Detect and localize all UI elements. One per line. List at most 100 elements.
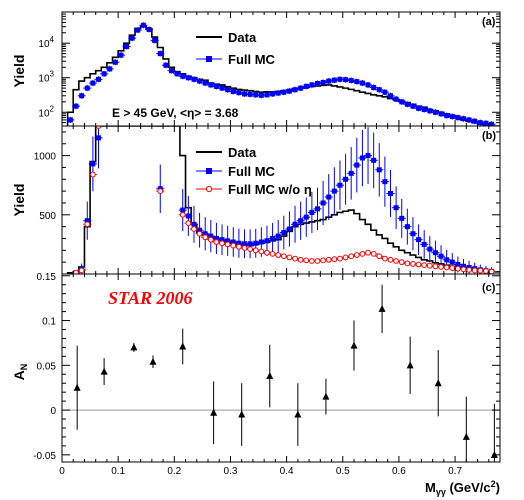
mc-noeta-point [443, 264, 450, 271]
mc-noeta-point [269, 250, 276, 257]
series-group [62, 284, 500, 462]
mc-noeta-point [78, 267, 85, 274]
mc-point [281, 89, 287, 95]
mc-point [354, 162, 360, 168]
mc-noeta-point [275, 252, 282, 258]
mc-point [298, 85, 304, 91]
asymmetry-point [179, 342, 187, 350]
x-tick-label: 0.4 [280, 466, 294, 477]
mc-point [236, 240, 242, 246]
mc-noeta-point [292, 255, 298, 262]
mc-point [197, 227, 203, 233]
mc-point [213, 235, 219, 241]
mc-noeta-point [280, 253, 287, 260]
panel-c-frame [61, 273, 501, 463]
mc-point [270, 91, 276, 97]
legend-mc-marker [206, 168, 212, 174]
mc-point [382, 179, 388, 185]
mc-point [258, 92, 264, 98]
mc-point [320, 79, 326, 85]
x-tick-labels: 0 0.1 0.2 0.3 0.4 0.5 0.6 0.7 [59, 466, 462, 477]
mc-point [461, 116, 466, 122]
legend-mc-label: Full MC [228, 164, 276, 179]
mc-point [348, 78, 354, 84]
mc-point [292, 87, 298, 93]
mc-noeta-point [359, 250, 366, 257]
asymmetry-point [350, 341, 358, 349]
mc-point [449, 259, 455, 265]
mc-point [343, 77, 349, 83]
mc-point [236, 90, 242, 96]
asymmetry-point [406, 361, 414, 369]
mc-point [449, 114, 455, 120]
mc-point [124, 44, 130, 50]
mc-point [298, 218, 304, 224]
y-tick-label: 0.15 [37, 272, 57, 283]
mc-noeta-point [370, 250, 377, 257]
asymmetry-point [322, 392, 330, 400]
mc-noeta-point [241, 245, 248, 251]
panel-c-plot-area [62, 284, 500, 462]
panel-c: -0.05 0 0.05 0.1 0.15 AN (c) STAR 2006 [11, 272, 501, 463]
mc-point [359, 155, 365, 161]
mc-point [309, 82, 315, 88]
asymmetry-point [130, 343, 138, 351]
mc-point [253, 240, 259, 246]
mc-point [270, 235, 276, 241]
mc-point [230, 239, 236, 245]
mc-point [455, 115, 461, 121]
mc-point [444, 113, 450, 119]
mc-noeta-point [207, 236, 214, 243]
x-tick-label: 0.5 [336, 466, 350, 477]
mc-noeta-point [410, 261, 416, 267]
mc-point [281, 230, 287, 236]
mc-point [163, 62, 169, 68]
asymmetry-point [149, 357, 157, 365]
y-tick-exponent: 2 [50, 104, 55, 113]
mc-noeta-point [303, 257, 310, 264]
mc-point [135, 27, 141, 33]
mc-noeta-point [331, 256, 338, 263]
asymmetry-point [378, 304, 386, 312]
mc-point [371, 85, 377, 91]
mc-noeta-point [421, 262, 428, 269]
mc-point [230, 88, 236, 94]
mc-point [376, 167, 382, 173]
mc-noeta-point [84, 221, 91, 228]
mc-noeta-point [191, 226, 197, 232]
mc-noeta-point [286, 254, 293, 261]
panel-a-label: (a) [482, 16, 496, 28]
x-axis-title-unit-sup: 2 [491, 479, 496, 489]
mc-point [371, 157, 377, 163]
mc-point [382, 89, 388, 95]
mc-point [140, 22, 146, 28]
mc-point [219, 85, 225, 91]
mc-noeta-point [438, 263, 444, 270]
mc-noeta-point [454, 265, 461, 272]
y-tick-label: 103 [38, 70, 54, 85]
panel-c-annotation: STAR 2006 [108, 288, 193, 308]
mc-point [303, 214, 309, 220]
mc-point [146, 26, 152, 32]
mc-noeta-point [342, 254, 349, 261]
mc-point [202, 231, 208, 237]
mc-noeta-point [466, 266, 473, 273]
mc-point [461, 263, 466, 269]
mc-point [348, 170, 354, 176]
mc-point [79, 93, 85, 99]
mc-point [472, 118, 478, 124]
panel-c-ylabel-main: A [11, 370, 27, 380]
mc-point [242, 241, 247, 247]
panel-c-ylabel-sub: N [19, 364, 29, 371]
mc-point [247, 91, 253, 97]
mc-point [438, 253, 444, 259]
y-tick-label: 104 [38, 35, 54, 50]
mc-noeta-point [157, 188, 164, 195]
mc-point [416, 105, 422, 111]
legend-mc-label: Full MC [228, 52, 276, 67]
x-tick-label: 0.2 [167, 466, 181, 477]
x-axis-title-main: M [425, 480, 436, 495]
mc-point [264, 238, 270, 244]
